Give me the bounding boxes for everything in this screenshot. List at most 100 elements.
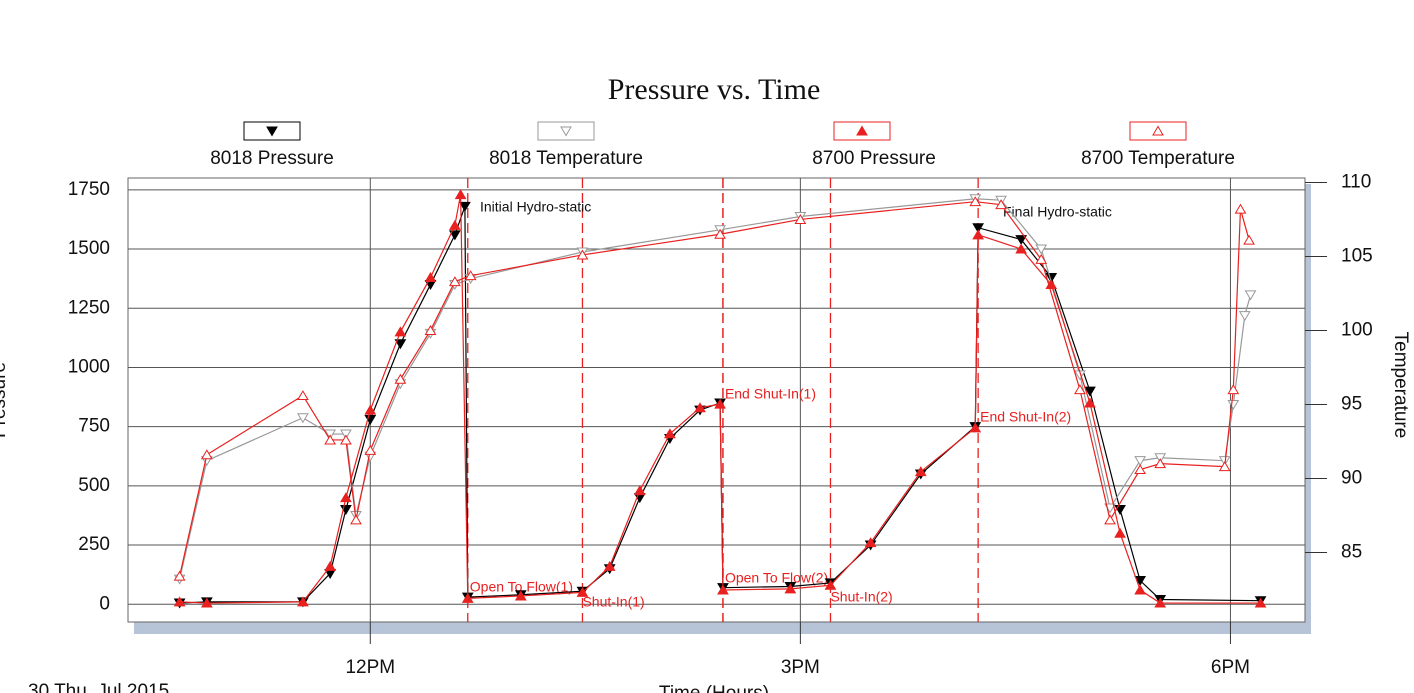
- series-marker: [972, 229, 985, 240]
- y-tick-label: 1000: [68, 356, 110, 377]
- series-marker: [394, 339, 407, 350]
- series-marker: [324, 560, 337, 571]
- series-marker: [514, 590, 527, 601]
- chart-title: Pressure vs. Time: [608, 73, 821, 106]
- series-marker: [459, 201, 471, 212]
- series-marker: [633, 485, 646, 496]
- series-marker: [1218, 456, 1231, 467]
- series-marker: [1154, 597, 1167, 608]
- event-label: Open To Flow(1): [470, 579, 573, 595]
- y-tick-label: 500: [78, 475, 110, 496]
- series-marker: [454, 189, 467, 200]
- series-marker: [969, 196, 982, 207]
- legend-label: 8700 Temperature: [1081, 148, 1235, 169]
- series-marker: [297, 390, 309, 401]
- series-marker: [1134, 464, 1147, 475]
- x-tick-label: 6PM: [1211, 657, 1250, 678]
- y-tick-label: 1750: [68, 179, 110, 200]
- series-marker: [1234, 203, 1247, 214]
- series-marker: [694, 402, 706, 413]
- series-marker: [1015, 235, 1028, 246]
- series-marker: [603, 560, 616, 571]
- series-marker: [340, 492, 352, 503]
- series-marker: [424, 271, 437, 282]
- series-marker: [297, 413, 309, 424]
- series-marker: [969, 422, 982, 433]
- legend-label: 8700 Pressure: [812, 148, 936, 169]
- y-tick-label: 250: [78, 534, 110, 555]
- y2-tick-label: 105: [1341, 245, 1373, 266]
- y-tick-label: 1250: [68, 297, 110, 318]
- series-marker: [784, 583, 797, 594]
- series-marker: [350, 514, 362, 525]
- series-marker: [1154, 458, 1167, 469]
- series-marker: [717, 584, 729, 595]
- series-marker: [464, 270, 477, 281]
- series-marker: [664, 428, 676, 439]
- series-marker: [576, 249, 589, 260]
- series-marker: [394, 326, 407, 337]
- series-marker: [1134, 576, 1147, 587]
- series-marker: [1243, 234, 1255, 245]
- series-marker: [461, 592, 474, 603]
- series-marker: [1244, 290, 1257, 301]
- series-marker: [324, 429, 337, 440]
- y-tick-label: 750: [78, 416, 110, 437]
- legend-marker: [266, 126, 278, 137]
- series-marker: [914, 466, 927, 477]
- series-marker: [794, 213, 807, 224]
- series-marker: [1134, 456, 1147, 467]
- series-marker: [1134, 584, 1147, 595]
- y2-tick-label: 90: [1341, 467, 1362, 488]
- series-marker: [297, 596, 309, 607]
- series-marker: [1104, 514, 1116, 525]
- series-marker: [448, 230, 461, 241]
- series-marker: [576, 586, 589, 597]
- event-label: End Shut-In(1): [725, 386, 816, 402]
- series-marker: [1154, 453, 1167, 464]
- event-label: Shut-In(2): [830, 589, 892, 605]
- series-marker: [1254, 597, 1267, 608]
- series-marker: [1035, 244, 1048, 255]
- series-marker: [1238, 311, 1251, 322]
- series-marker: [364, 404, 377, 415]
- series-marker: [1227, 384, 1240, 395]
- event-label: Shut-In(1): [582, 594, 644, 610]
- series-marker: [1114, 527, 1126, 538]
- series-marker: [448, 276, 461, 287]
- series-line: [179, 206, 1261, 604]
- series-marker: [394, 373, 407, 384]
- series-marker: [1084, 386, 1096, 397]
- series-marker: [1218, 461, 1231, 472]
- y2-tick-label: 95: [1341, 393, 1362, 414]
- series-marker: [340, 429, 352, 440]
- annotation: Final Hydro-static: [1003, 204, 1112, 220]
- legend-marker: [560, 126, 572, 137]
- y-tick-label: 0: [99, 593, 110, 614]
- series-marker: [340, 434, 352, 445]
- series-marker: [1227, 399, 1240, 410]
- event-label: End Shut-In(2): [980, 409, 1071, 425]
- series-marker: [448, 219, 461, 230]
- series-marker: [972, 223, 985, 234]
- y2-tick-label: 85: [1341, 541, 1362, 562]
- series-marker: [995, 199, 1007, 210]
- series-marker: [1045, 272, 1058, 283]
- series-marker: [173, 596, 186, 607]
- series-marker: [1015, 243, 1028, 254]
- series-marker: [173, 570, 186, 581]
- legend-label: 8018 Pressure: [210, 148, 334, 169]
- x-tick-label: 12PM: [345, 657, 395, 678]
- series-marker: [200, 449, 213, 460]
- series-marker: [364, 444, 377, 455]
- series-marker: [864, 537, 877, 548]
- series-line: [179, 194, 1261, 604]
- series-marker: [714, 398, 726, 409]
- x-tick-label: 3PM: [781, 657, 820, 678]
- y2-tick-label: 100: [1341, 319, 1373, 340]
- y2-axis-label: Temperature: [1390, 332, 1411, 439]
- event-label: Open To Flow(2): [725, 570, 828, 586]
- series-marker: [1074, 384, 1086, 395]
- series-marker: [424, 324, 437, 335]
- annotation: Initial Hydro-static: [480, 199, 591, 215]
